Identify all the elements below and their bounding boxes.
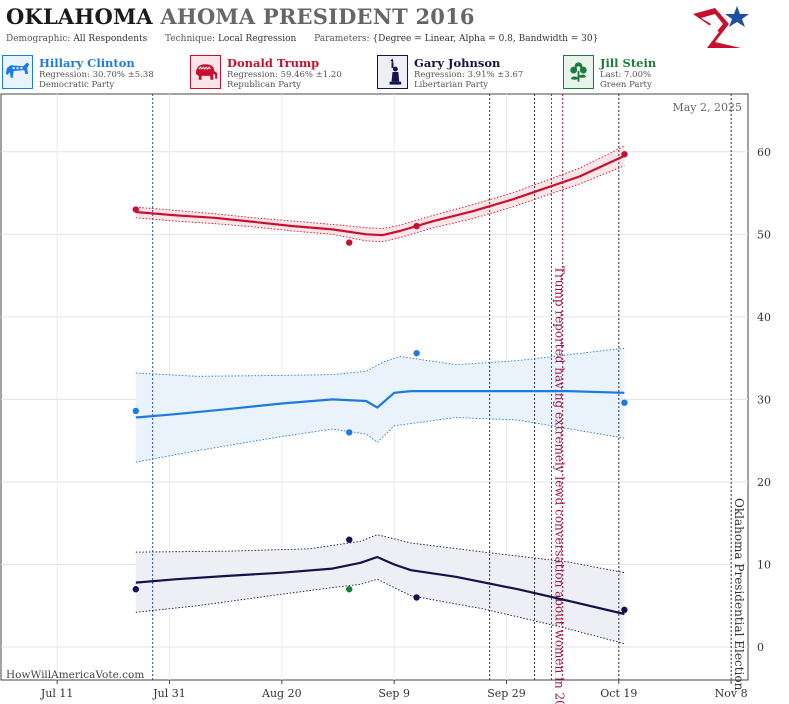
poll-point <box>132 206 139 213</box>
technique-label: Technique: <box>165 34 216 44</box>
legend-clinton: Hillary Clinton Regression: 30.70% ±5.38… <box>2 55 182 91</box>
y-tick-label: 0 <box>757 641 764 654</box>
poll-point <box>346 586 353 593</box>
legend-party: Green Party <box>600 80 652 90</box>
legend-name: Gary Johnson <box>414 56 501 70</box>
poll-point <box>621 606 628 614</box>
event-label: Oklahoma Presidential Election <box>732 498 746 691</box>
chart-title: OKLAHOMA AHOMA PRESIDENT 2016 <box>6 4 475 29</box>
demographic-label: Demographic: <box>6 34 71 44</box>
demographic-value: All Respondents <box>73 34 148 44</box>
legend-party: Libertarian Party <box>414 80 489 90</box>
parameters-value: {Degree = Linear, Alpha = 0.8, Bandwidth… <box>372 34 599 44</box>
axis-labels: 0 10 20 30 40 50 60 Jul 11 Jul 31 Aug 20 Sep 9 Sep … <box>40 146 771 700</box>
x-tick-label: Nov 8 <box>715 687 748 700</box>
y-tick-label: 20 <box>757 476 771 489</box>
legend-name: Hillary Clinton <box>39 56 135 70</box>
x-tick-label: Jul 31 <box>152 687 186 700</box>
y-tick-label: 40 <box>757 311 771 324</box>
legend-regression: Regression: 59.46% ±1.20 <box>227 70 342 80</box>
elephant-icon <box>190 55 221 89</box>
poll-point <box>346 239 353 246</box>
title-rest: AHOMA PRESIDENT 2016 <box>160 4 475 29</box>
band-lower-line <box>135 165 625 243</box>
y-tick-label: 10 <box>757 558 771 571</box>
y-tick-label: 30 <box>757 393 771 406</box>
poll-point <box>413 349 420 357</box>
poll-point <box>132 586 139 593</box>
legend-regression: Last: 7.00% <box>600 70 652 80</box>
flower-icon <box>563 55 594 89</box>
donkey-icon <box>2 55 33 89</box>
poll-point <box>413 594 420 601</box>
date-stamp: May 2, 2025 <box>672 101 742 114</box>
poll-point <box>346 536 353 543</box>
poll-point <box>621 399 628 406</box>
regression-line <box>135 154 625 237</box>
statue-of-liberty-icon <box>377 55 408 89</box>
poll-points <box>132 151 628 614</box>
band-upper-line <box>135 145 625 229</box>
x-tick-label: Jul 11 <box>40 687 74 700</box>
regression-line <box>135 555 625 616</box>
poll-point <box>132 407 139 415</box>
legend-johnson: Gary Johnson Regression: 3.91% ±3.67 Lib… <box>377 55 557 91</box>
parameters-label: Parameters: <box>314 34 370 44</box>
legend-regression: Regression: 30.70% ±5.38 <box>39 70 154 80</box>
band-lower-line <box>135 417 625 463</box>
x-tick-label: Sep 9 <box>378 687 410 700</box>
legend-stein: Jill Stein Last: 7.00% Green Party <box>563 55 743 91</box>
legend-party: Democratic Party <box>39 80 115 90</box>
confidence-band <box>135 534 625 644</box>
legend-regression: Regression: 3.91% ±3.67 <box>414 70 524 80</box>
poll-point <box>346 429 353 436</box>
x-tick-label: Aug 20 <box>261 687 302 700</box>
title-state: OKLAHOMA <box>6 4 153 29</box>
event-lines: Trump reported having extremely lewd con… <box>152 94 746 704</box>
regression-line <box>135 390 625 419</box>
event-label: Trump reported having extremely lewd con… <box>552 266 566 704</box>
watermark: HowWillAmericaVote.com <box>6 669 144 681</box>
technique-value: Local Regression <box>217 34 297 44</box>
y-tick-label: 60 <box>757 146 771 159</box>
x-tick-label: Oct 19 <box>600 687 637 700</box>
legend-party: Republican Party <box>227 80 301 90</box>
poll-point <box>621 151 628 158</box>
y-tick-label: 50 <box>757 228 771 241</box>
legend-trump: Donald Trump Regression: 59.46% ±1.20 Re… <box>190 55 370 91</box>
legend-name: Donald Trump <box>227 56 320 70</box>
regression-lines <box>135 145 625 645</box>
x-tick-label: Sep 29 <box>487 687 526 700</box>
band-lower-line <box>135 578 625 645</box>
parameters-line: Demographic: All Respondents Technique: … <box>6 34 598 44</box>
star-flag-logo-icon <box>693 6 749 48</box>
legend-name: Jill Stein <box>600 56 657 70</box>
chart-header: OKLAHOMA AHOMA PRESIDENT 2016 Demographi… <box>0 0 789 52</box>
poll-point <box>413 222 420 230</box>
